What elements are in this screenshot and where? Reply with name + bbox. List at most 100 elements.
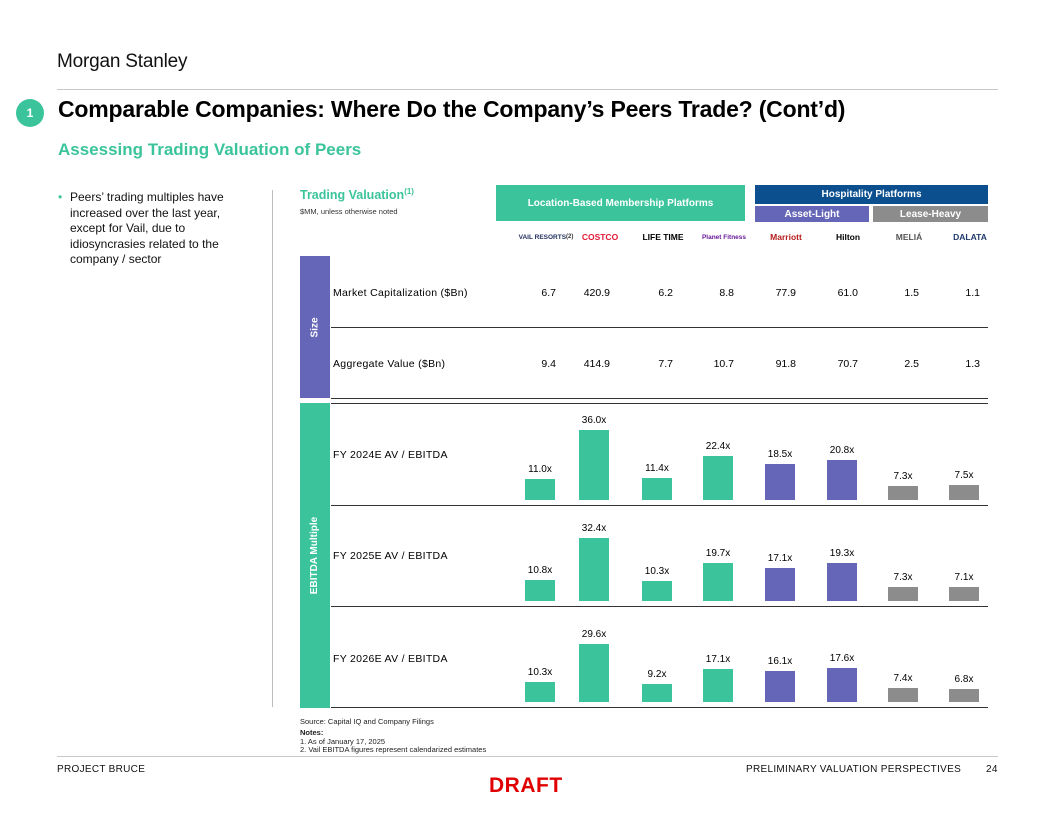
- company-logo-text: Planet Fitness: [701, 233, 747, 241]
- company-logo: Marriott: [754, 228, 818, 246]
- series-label: FY 2025E AV / EBITDA: [333, 550, 448, 562]
- size-value-cell: 2.5: [904, 358, 919, 370]
- company-logo-text: VAIL RESORTS: [518, 233, 567, 241]
- bar-mark: [525, 580, 555, 601]
- subgroup-lease-heavy: Lease-Heavy: [873, 206, 988, 222]
- bar-mark: [888, 687, 918, 702]
- bar-mark: [642, 580, 672, 601]
- panel-title: Trading Valuation(1): [300, 187, 414, 202]
- bar-mark: [642, 684, 672, 702]
- company-logo-text: DALATA: [953, 232, 987, 242]
- bar-mark: [888, 485, 918, 500]
- company-logo: DALATA: [938, 228, 1002, 246]
- bar-data-label: 10.3x: [527, 666, 553, 678]
- project-name: PROJECT BRUCE: [57, 764, 146, 775]
- bar-data-label: 7.4x: [893, 672, 913, 684]
- bar-data-label: 9.2x: [647, 669, 667, 681]
- company-logo: COSTCO: [568, 228, 632, 246]
- bar-data-label: 17.6x: [829, 652, 855, 664]
- group-header-hospitality: Hospitality Platforms: [755, 185, 988, 204]
- size-value-cell: 10.7: [713, 358, 734, 370]
- page-number: 24: [986, 764, 998, 775]
- bar-data-label: 7.3x: [893, 571, 913, 583]
- group-header-location: Location-Based Membership Platforms: [496, 185, 745, 221]
- column-divider: [272, 190, 273, 707]
- bar-data-label: 7.1x: [954, 572, 974, 584]
- commentary-text: Peers’ trading multiples have increased …: [70, 190, 224, 266]
- bar-data-label: 7.5x: [954, 470, 974, 482]
- size-value-cell: 414.9: [583, 358, 610, 370]
- bar-data-label: 29.6x: [581, 629, 607, 641]
- size-value-cell: 1.3: [965, 358, 980, 370]
- bar-mark: [579, 538, 609, 601]
- panel-title-note: (1): [404, 187, 414, 196]
- size-label-text: Size: [309, 316, 321, 338]
- bar-data-label: 10.3x: [644, 565, 670, 577]
- bar-mark: [703, 456, 733, 500]
- size-value-cell: 61.0: [837, 287, 858, 299]
- multiple-label-text: EBITDA Multiple: [309, 516, 321, 595]
- company-logo: Hilton: [816, 228, 880, 246]
- row-divider: [331, 606, 988, 607]
- bar-data-label: 11.4x: [645, 462, 669, 474]
- company-logo-text: Hilton: [835, 232, 861, 242]
- bar-data-label: 20.8x: [829, 444, 855, 456]
- page-title: Comparable Companies: Where Do the Compa…: [58, 96, 846, 122]
- bar-data-label: 19.3x: [829, 548, 855, 560]
- size-value-cell: 91.8: [775, 358, 796, 370]
- bar-data-label: 11.0x: [528, 463, 552, 475]
- company-logo-note: (2): [566, 234, 574, 240]
- bar-mark: [827, 667, 857, 702]
- bar-mark: [827, 459, 857, 500]
- source-note: Source: Capital IQ and Company Filings: [300, 717, 434, 726]
- size-section-label: Size: [300, 256, 330, 398]
- company-logo: LIFE TIME: [631, 228, 695, 246]
- brand-logo: Morgan Stanley: [57, 51, 188, 72]
- bar-mark: [888, 586, 918, 601]
- section-badge: 1: [16, 99, 44, 127]
- note-2: 2. Vail EBITDA figures represent calenda…: [300, 745, 487, 754]
- bar-data-label: 7.3x: [893, 470, 913, 482]
- bar-mark: [703, 668, 733, 702]
- note-1: 1. As of January 17, 2025: [300, 736, 386, 746]
- company-logo: MELIÁ: [877, 228, 941, 246]
- company-logo-text: LIFE TIME: [642, 232, 684, 242]
- size-row-label: Market Capitalization ($Bn): [333, 287, 468, 299]
- footnotes: Notes: 1. As of January 17, 2025 2. Vail…: [300, 728, 487, 755]
- size-value-cell: 420.9: [583, 287, 610, 299]
- bar-mark: [765, 670, 795, 702]
- bar-mark: [525, 681, 555, 702]
- bar-mark: [642, 477, 672, 500]
- bar-data-label: 16.1x: [767, 655, 793, 667]
- bar-data-label: 18.5x: [767, 449, 793, 461]
- bullet-dot-icon: •: [58, 190, 63, 204]
- bar-mark: [703, 562, 733, 601]
- company-logo: VAIL RESORTS (2): [514, 228, 578, 246]
- bar-mark: [765, 464, 795, 500]
- multiple-section-label: EBITDA Multiple: [300, 403, 330, 708]
- commentary-bullet: • Peers’ trading multiples have increase…: [58, 190, 248, 268]
- draft-watermark: DRAFT: [489, 774, 563, 797]
- row-divider: [331, 398, 988, 399]
- bar-mark: [949, 688, 979, 702]
- bar-mark: [579, 430, 609, 500]
- bar-mark: [827, 563, 857, 601]
- size-value-cell: 70.7: [837, 358, 858, 370]
- header-divider: [57, 89, 998, 90]
- row-divider: [331, 327, 988, 328]
- row-divider: [331, 707, 988, 708]
- size-value-cell: 8.8: [719, 287, 734, 299]
- bar-data-label: 19.7x: [705, 547, 731, 559]
- bar-mark: [765, 567, 795, 601]
- bar-mark: [579, 644, 609, 702]
- company-logo: Planet Fitness: [692, 228, 756, 246]
- bar-data-label: 6.8x: [954, 673, 974, 685]
- size-row-label: Aggregate Value ($Bn): [333, 358, 446, 370]
- row-divider: [331, 505, 988, 506]
- size-value-cell: 9.4: [541, 358, 556, 370]
- company-logo-text: Marriott: [770, 232, 802, 242]
- page-subtitle: Assessing Trading Valuation of Peers: [58, 140, 362, 159]
- bar-data-label: 10.8x: [527, 565, 553, 576]
- notes-title: Notes:: [300, 728, 324, 737]
- series-label: FY 2026E AV / EBITDA: [333, 653, 448, 665]
